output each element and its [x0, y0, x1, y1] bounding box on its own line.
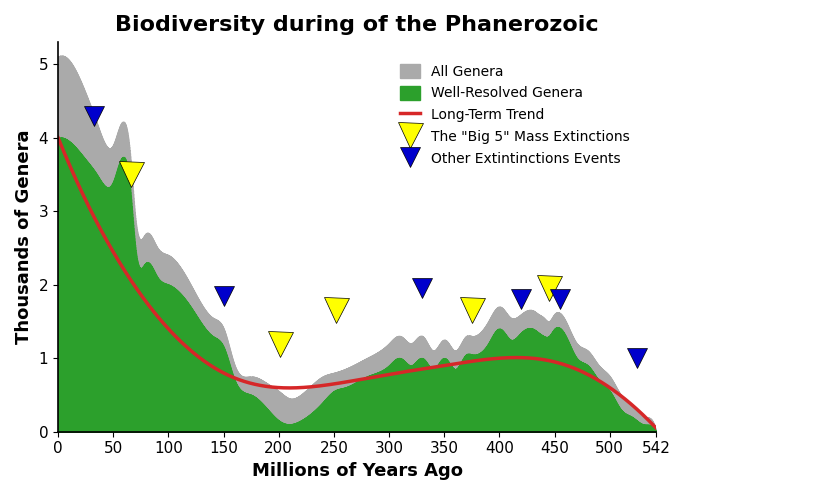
X-axis label: Millions of Years Ago: Millions of Years Ago	[252, 462, 462, 480]
Long-Term Trend	[651, 425, 661, 431]
Y-axis label: Thousands of Genera: Thousands of Genera	[15, 130, 33, 344]
Long-Term Trend	[53, 135, 63, 141]
Long-Term Trend	[84, 203, 94, 209]
Line: Long-Term Trend: Long-Term Trend	[58, 138, 656, 428]
Title: Biodiversity during of the Phanerozoic: Biodiversity during of the Phanerozoic	[115, 15, 599, 35]
Long-Term Trend	[328, 381, 338, 387]
Long-Term Trend	[524, 355, 534, 361]
Long-Term Trend	[344, 379, 354, 385]
Legend: All Genera, Well-Resolved Genera, Long-Term Trend, The "Big 5" Mass Extinctions,: All Genera, Well-Resolved Genera, Long-T…	[393, 57, 637, 173]
Long-Term Trend	[634, 408, 644, 414]
Long-Term Trend	[634, 408, 644, 414]
